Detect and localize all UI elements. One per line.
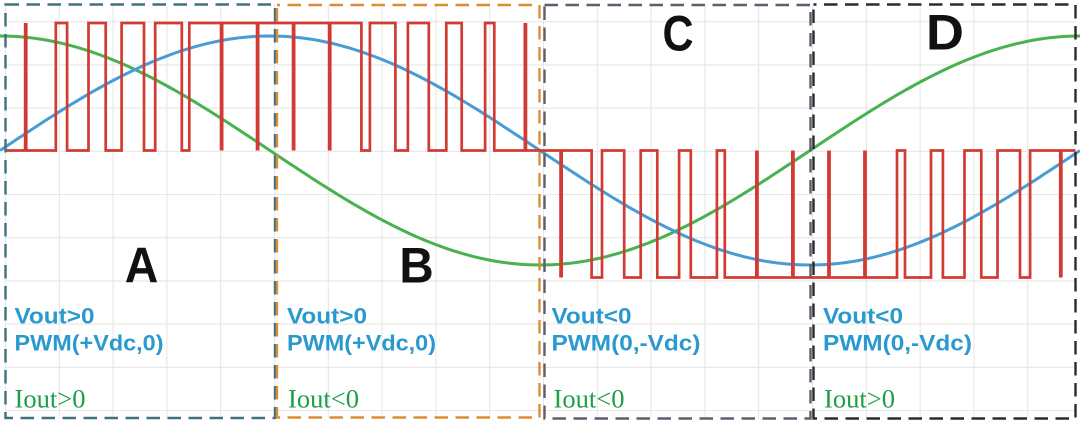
svg-text:A: A xyxy=(125,238,159,294)
svg-text:D: D xyxy=(926,5,964,61)
svg-text:Vout<0: Vout<0 xyxy=(823,304,903,329)
svg-text:PWM(+Vdc,0): PWM(+Vdc,0) xyxy=(287,331,436,356)
svg-text:Iout<0: Iout<0 xyxy=(288,385,359,414)
svg-text:Iout<0: Iout<0 xyxy=(554,385,625,414)
svg-text:Iout>0: Iout>0 xyxy=(824,385,895,414)
svg-text:PWM(0,-Vdc): PWM(0,-Vdc) xyxy=(823,331,972,356)
svg-text:Iout>0: Iout>0 xyxy=(15,385,86,414)
svg-text:B: B xyxy=(399,238,433,293)
svg-text:Vout<0: Vout<0 xyxy=(552,304,632,329)
svg-text:Vout>0: Vout>0 xyxy=(15,304,95,329)
svg-text:Vout>0: Vout>0 xyxy=(287,304,367,329)
svg-text:PWM(+Vdc,0): PWM(+Vdc,0) xyxy=(15,331,164,356)
svg-text:PWM(0,-Vdc): PWM(0,-Vdc) xyxy=(552,331,701,356)
svg-text:C: C xyxy=(662,5,693,61)
